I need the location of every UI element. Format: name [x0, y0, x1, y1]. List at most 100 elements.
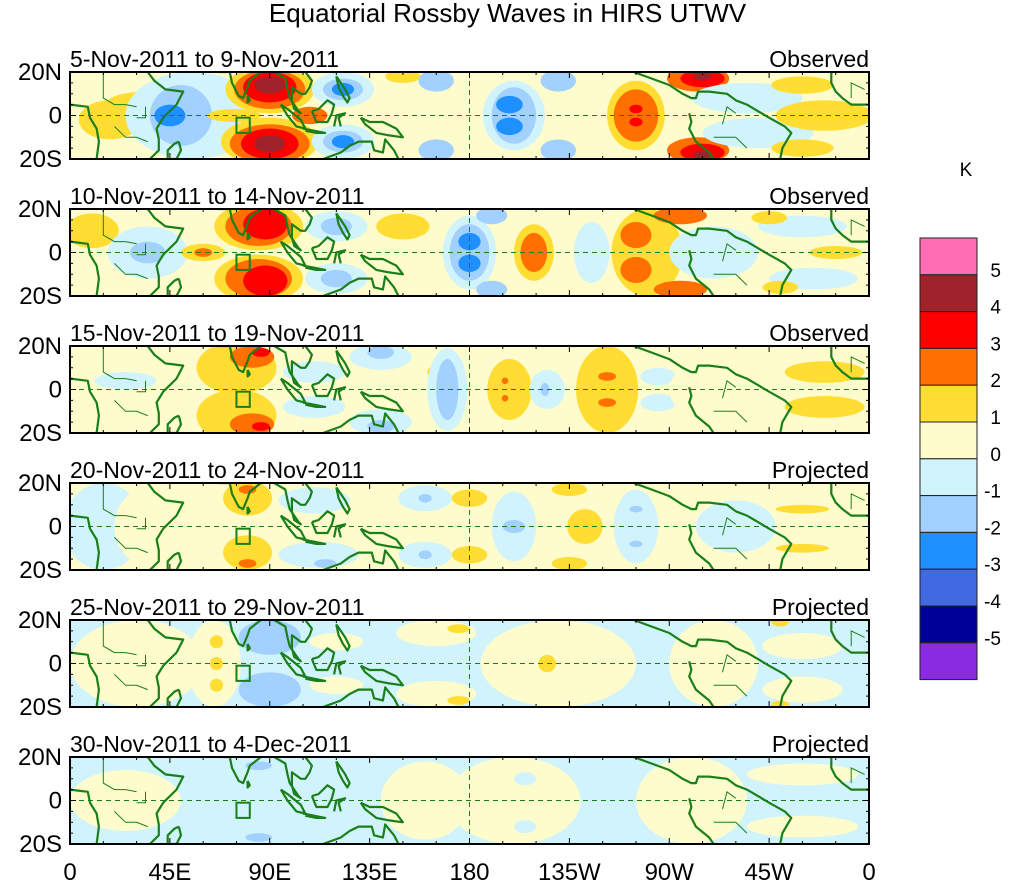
anomaly-contour: [209, 678, 224, 692]
anomaly-contour: [129, 241, 166, 264]
coastline: [310, 647, 336, 672]
anomaly-contour: [418, 550, 432, 560]
anomaly-contour: [238, 485, 257, 494]
country-border: [136, 243, 146, 256]
coastline: [302, 401, 327, 408]
anomaly-contour: [653, 280, 707, 296]
country-border: [114, 126, 148, 143]
anomaly-contour: [762, 633, 843, 660]
x-tick-label: 45E: [149, 859, 192, 886]
coastline: [310, 784, 336, 809]
country-border: [136, 106, 146, 119]
coastline: [359, 253, 404, 276]
country-border: [114, 263, 148, 280]
country-border: [850, 767, 865, 784]
country-border: [114, 811, 148, 828]
anomaly-contour: [496, 95, 523, 114]
anomaly-contour: [501, 377, 509, 385]
y-tick-label: 20N: [18, 744, 62, 771]
coastline: [359, 664, 404, 687]
anomaly-contour: [693, 72, 712, 81]
anomaly-contour: [771, 620, 790, 627]
coastline: [633, 757, 793, 844]
panel-kind: Observed: [769, 320, 869, 346]
country-border: [722, 105, 737, 125]
anomaly-contour: [613, 89, 659, 142]
anomaly-contour: [385, 72, 421, 83]
x-tick-label: 45W: [744, 859, 794, 886]
anomaly-contour: [458, 232, 481, 251]
coastline: [246, 232, 251, 241]
coastline: [302, 264, 327, 271]
x-tick-label: 0: [63, 859, 76, 886]
y-tick-label: 20N: [18, 59, 62, 86]
coastline: [359, 116, 404, 139]
coastline: [273, 757, 313, 800]
country-border: [114, 537, 148, 554]
anomaly-contour: [513, 820, 537, 834]
country-border: [722, 242, 737, 262]
anomaly-contour: [278, 487, 350, 514]
coastline: [218, 483, 262, 511]
anomaly-contour: [629, 505, 643, 513]
country-border: [850, 356, 865, 373]
coastline: [633, 209, 793, 296]
coastline: [359, 801, 404, 824]
coastline: [146, 72, 185, 159]
anomaly-contour: [94, 372, 157, 390]
panel-date-range: 25-Nov-2011 to 29-Nov-2011: [70, 594, 365, 620]
anomaly-contour: [613, 489, 659, 564]
anomaly-contour: [331, 135, 355, 149]
coastline: [322, 686, 400, 707]
anomaly-contour: [746, 815, 858, 838]
country-border: [114, 400, 148, 417]
x-tick-label: 135W: [538, 859, 601, 886]
country-border: [136, 517, 146, 530]
coastline: [688, 798, 715, 844]
coastline: [246, 95, 251, 104]
y-tick-label: 20S: [19, 557, 62, 584]
country-border: [850, 493, 865, 510]
anomaly-contour: [784, 396, 865, 418]
y-tick-label: 20N: [18, 333, 62, 360]
panel-date-range: 15-Nov-2011 to 19-Nov-2011: [70, 320, 365, 346]
coastline: [218, 209, 262, 237]
country-border: [713, 684, 748, 697]
coastline: [70, 788, 100, 844]
anomaly-contour: [254, 135, 286, 153]
y-tick-label: 20S: [19, 420, 62, 447]
panel-date-range: 20-Nov-2011 to 24-Nov-2011: [70, 457, 365, 483]
coastline: [359, 527, 404, 550]
anomaly-contour: [70, 213, 119, 249]
anomaly-contour: [254, 76, 286, 94]
panel-kind: Observed: [769, 183, 869, 209]
anomaly-contour: [598, 372, 616, 381]
coastline: [246, 506, 251, 515]
coastline: [633, 483, 793, 570]
coastline: [246, 643, 251, 652]
coastline: [273, 72, 313, 115]
anomaly-contour: [418, 139, 454, 159]
coastline: [333, 660, 347, 675]
coastline: [333, 112, 347, 127]
chart-title: Equatorial Rossby Waves in HIRS UTWV: [268, 0, 747, 28]
coastline: [688, 250, 715, 296]
x-tick-label: 180: [449, 859, 489, 886]
anomaly-contour: [396, 620, 477, 647]
coastline: [302, 812, 327, 819]
country-border: [114, 674, 148, 691]
coastline: [310, 510, 336, 535]
anomaly-contour: [418, 72, 454, 92]
panel-kind: Projected: [772, 457, 869, 483]
panel-date-range: 5-Nov-2011 to 9-Nov-2011: [70, 46, 339, 72]
country-border: [713, 273, 748, 286]
coastline: [322, 823, 400, 844]
x-tick-label: 0: [862, 859, 875, 886]
anomaly-contour: [251, 348, 270, 357]
anomaly-contour: [695, 500, 776, 553]
anomaly-contour: [238, 672, 301, 707]
coastline: [273, 483, 313, 526]
y-tick-label: 20S: [19, 283, 62, 310]
coastline: [146, 483, 185, 570]
coastline: [302, 127, 327, 134]
